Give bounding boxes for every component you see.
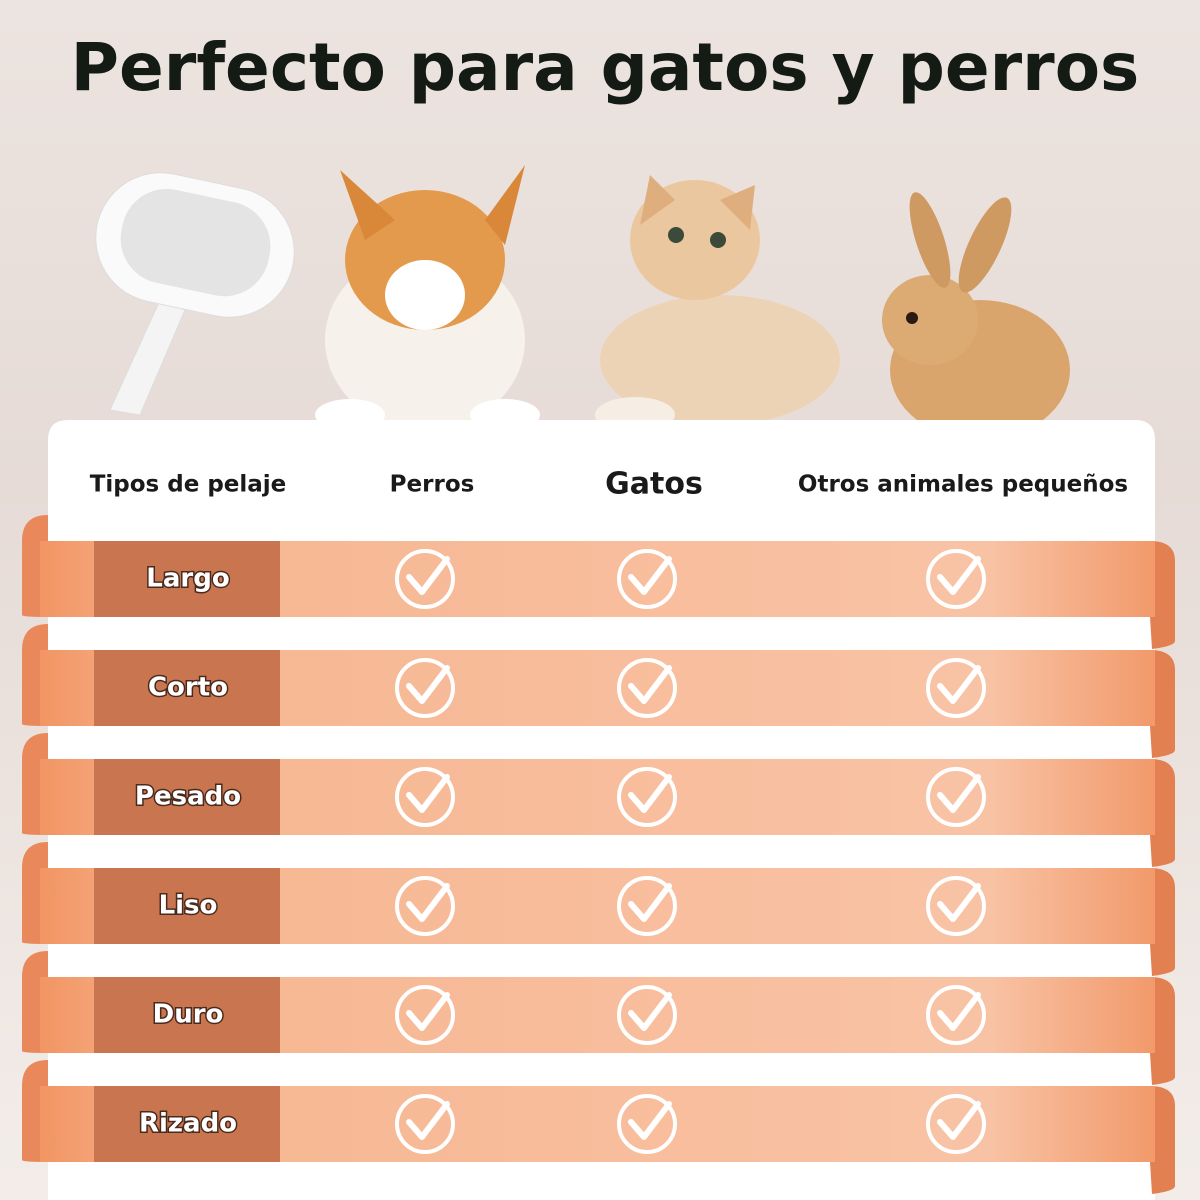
ribbon-right-fold: [1150, 977, 1175, 1085]
ribbon-right-fold: [1150, 541, 1175, 649]
table-row: Duro: [22, 951, 1175, 1085]
check-mark: [406, 883, 450, 922]
check-circle: [926, 985, 986, 1045]
table-row: Liso: [22, 842, 1175, 976]
column-header: Perros: [390, 472, 475, 498]
check-circle: [395, 985, 455, 1045]
check-mark: [406, 1101, 450, 1140]
check-circle: [617, 767, 677, 827]
row-label: Largo: [146, 564, 229, 594]
row-label: Pesado: [135, 782, 241, 812]
table-row: Largo: [22, 515, 1175, 649]
check-mark: [406, 992, 450, 1031]
check-mark: [937, 774, 981, 813]
check-circle: [926, 658, 986, 718]
row-label-block: [94, 541, 280, 617]
check-circle: [617, 549, 677, 609]
column-header: Tipos de pelaje: [90, 472, 287, 498]
check-mark: [628, 774, 672, 813]
row-label-block: [94, 977, 280, 1053]
row-label-block: [94, 868, 280, 944]
row-label: Corto: [148, 673, 228, 703]
check-mark: [937, 665, 981, 704]
rabbit-illustration: [882, 192, 1070, 440]
check-mark: [628, 556, 672, 595]
check-circle: [617, 1094, 677, 1154]
check-circle: [395, 549, 455, 609]
table-row: Rizado: [22, 1060, 1175, 1194]
check-circle: [395, 658, 455, 718]
row-label-block: [94, 759, 280, 835]
ribbon-right-fold: [1150, 1086, 1175, 1194]
check-mark: [937, 1101, 981, 1140]
check-mark: [628, 992, 672, 1031]
row-label: Duro: [153, 1000, 224, 1030]
check-mark: [628, 665, 672, 704]
check-circle: [395, 876, 455, 936]
check-mark: [937, 556, 981, 595]
dog-illustration: [315, 165, 540, 431]
check-circle: [926, 876, 986, 936]
ribbon-right-fold: [1150, 650, 1175, 758]
check-circle: [395, 767, 455, 827]
check-circle: [926, 549, 986, 609]
check-mark: [628, 1101, 672, 1140]
table-row: Pesado: [22, 733, 1175, 867]
check-mark: [937, 883, 981, 922]
table-row: Corto: [22, 624, 1175, 758]
column-header: Gatos: [605, 467, 703, 502]
row-label-block: [94, 650, 280, 726]
check-circle: [926, 767, 986, 827]
check-circle: [617, 876, 677, 936]
check-circle: [395, 1094, 455, 1154]
title: Perfecto para gatos y perros: [71, 29, 1140, 106]
row-label-block: [94, 1086, 280, 1162]
check-mark: [628, 883, 672, 922]
ribbon-right-fold: [1150, 868, 1175, 976]
column-header: Otros animales pequeños: [798, 472, 1128, 498]
check-circle: [926, 1094, 986, 1154]
check-mark: [406, 774, 450, 813]
check-mark: [406, 665, 450, 704]
check-circle: [617, 658, 677, 718]
check-mark: [937, 992, 981, 1031]
check-circle: [617, 985, 677, 1045]
ribbon-right-fold: [1150, 759, 1175, 867]
row-label: Rizado: [139, 1109, 237, 1139]
brush-illustration: [95, 172, 295, 416]
check-mark: [406, 556, 450, 595]
table: Tipos de pelaje Perros Gatos Otros animales…: [22, 467, 1175, 1194]
row-label: Liso: [159, 891, 218, 921]
